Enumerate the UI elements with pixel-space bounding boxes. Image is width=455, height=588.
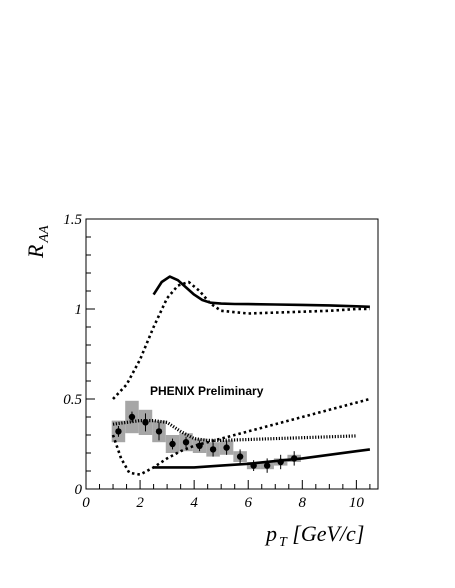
data-point [155,428,163,435]
y-axis-ticks: 0 0.5 1 1.5 [63,212,95,498]
svg-text:RAA: RAA [23,225,52,259]
data-point [196,442,203,449]
data-point [142,419,149,426]
x-tick-label: 6 [244,495,252,511]
model-curves [111,275,371,476]
x-axis-title-sub: T [279,535,288,550]
y-axis-title-main: R [23,244,48,259]
y-tick-label: 1 [75,302,83,318]
x-tick-label: 0 [82,495,90,511]
x-tick-label: 2 [136,495,144,511]
x-tick-label: 10 [349,495,365,511]
plot-frame [85,218,379,490]
data-point [169,440,176,448]
curve-4 [112,419,357,442]
systematic-error-boxes [111,400,301,470]
data-point [290,455,298,462]
data-point [277,458,284,466]
curve-5 [153,448,371,469]
annotation: PHENIX Preliminary [150,384,264,398]
data-point [128,413,136,421]
data-point [236,453,244,460]
x-tick-label: 8 [299,495,307,511]
x-axis-title-main: p [264,521,277,546]
y-tick-label: 0 [75,482,83,498]
y-tick-label: 0.5 [63,392,82,408]
data-point [115,428,122,435]
x-axis-title-unit: [GeV/c] [287,521,365,546]
x-axis-ticks: 0 2 4 6 8 10 [82,480,371,511]
data-point [223,444,230,451]
y-axis-title: RAA [23,225,52,259]
x-tick-label: 4 [190,495,198,511]
curve-2 [112,280,370,400]
data-point [263,462,271,469]
data-point [182,439,190,446]
data-point [250,462,257,469]
curve-3 [111,397,371,476]
y-tick-label: 1.5 [63,212,82,228]
data-points [115,413,298,469]
data-point [209,446,217,453]
y-axis-title-sub: AA [37,225,52,244]
curve-1 [152,275,370,309]
